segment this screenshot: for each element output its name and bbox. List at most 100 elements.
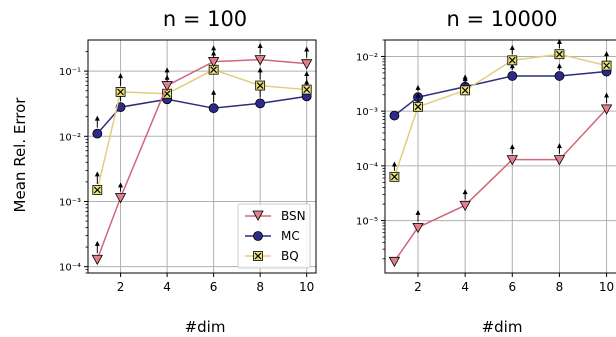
p1-bq-point-1 — [413, 101, 423, 112]
p1-bq-point-3-cross — [508, 56, 516, 64]
legend-label-mc: MC — [281, 229, 300, 243]
p0-bq-upper-4-head — [257, 67, 263, 73]
p0-xtick-label-3: 8 — [256, 280, 264, 294]
p0-bsn-upper-1-head — [118, 182, 124, 188]
p0-mc-upper-0-head — [94, 115, 100, 121]
p1-ytick-label-0: 10⁻⁵ — [356, 217, 378, 228]
p0-bsn-point-3 — [207, 57, 220, 68]
p1-bsn-point-4 — [553, 155, 566, 166]
legend-bsn-triangle-icon — [252, 210, 264, 221]
p1-bq-point-2 — [460, 85, 471, 96]
p1-series-bsn-line — [393, 108, 608, 262]
p1-mc-point-3 — [507, 71, 518, 81]
p0-bq-point-0-cross — [93, 186, 101, 194]
p0-bq-upper-0-head — [94, 171, 100, 177]
p0-frame — [87, 39, 317, 274]
legend-mc-circle-icon — [253, 231, 263, 241]
p0-bsn-upper-5-head — [304, 46, 310, 52]
p1-bsn-point-5 — [600, 104, 613, 115]
p1-bsn-point-1 — [412, 222, 424, 234]
p1-mc-upper-3-head — [509, 63, 515, 69]
p1-frame — [384, 39, 616, 274]
p0-ytick-label-2: 10⁻² — [59, 132, 81, 143]
p1-bq-upper-4-head — [556, 39, 562, 44]
legend-item-bsn: BSN — [245, 209, 306, 223]
p1-xtick-label-2: 6 — [508, 280, 516, 294]
p0-bq-point-1 — [115, 86, 126, 97]
p0-xtick-label-2: 6 — [210, 280, 218, 294]
p0-bsn-upper-3-head — [211, 45, 217, 51]
p0-bq-upper-1-head — [118, 73, 124, 79]
p0-xtick-label-1: 4 — [163, 280, 171, 294]
left-plot-panel: 2 4 6 8 10 10⁻⁴ 10⁻³ 10⁻² 10⁻¹ — [59, 39, 317, 294]
p0-mc-point-1 — [115, 102, 126, 113]
p1-xtick-label-1: 4 — [461, 280, 469, 294]
p0-bsn-point-2 — [161, 81, 173, 92]
p1-ytick-label-1: 10⁻⁴ — [356, 162, 378, 173]
p0-mc-point-4 — [255, 98, 266, 109]
p0-bsn-point-5 — [301, 59, 313, 70]
left-xlabel: #dim — [185, 318, 226, 336]
p1-bq-point-2-cross — [461, 86, 469, 94]
p1-bsn-upper-1-head — [415, 209, 421, 215]
p0-xtick-label-4: 10 — [299, 280, 314, 294]
p0-bq-point-3-cross — [210, 66, 218, 74]
p0-bq-point-3 — [208, 64, 219, 75]
p0-ytick-label-3: 10⁻¹ — [59, 67, 81, 78]
p0-bsn-upper-4-head — [257, 43, 263, 49]
p1-bq-upper-0-head — [391, 161, 397, 167]
p0-ytick-label-0: 10⁻⁴ — [59, 263, 81, 274]
right-xlabel: #dim — [482, 318, 523, 336]
p0-bsn-point-1 — [114, 193, 127, 204]
p1-bq-point-0 — [389, 171, 400, 182]
legend-bq-xsquare-icon — [253, 251, 263, 261]
p1-mc-point-0 — [389, 110, 400, 121]
p1-mc-point-4 — [554, 71, 565, 81]
p1-bsn-point-3 — [506, 155, 518, 166]
p0-bsn-upper-2-head — [164, 67, 170, 73]
p1-bq-point-1-cross — [414, 103, 422, 111]
legend-label-bq: BQ — [281, 249, 299, 263]
p1-series-bq-line — [393, 53, 607, 178]
p1-mc-upper-4-head — [556, 63, 562, 69]
left-title: n = 100 — [163, 7, 247, 31]
legend-item-bq: BQ — [245, 249, 299, 263]
p0-bq-point-0 — [92, 185, 103, 195]
p1-bq-upper-1-head — [415, 92, 421, 98]
p0-series-bq-line — [96, 68, 307, 191]
legend-item-mc: MC — [245, 229, 300, 243]
p1-bq-upper-2-head — [462, 76, 468, 82]
p0-bq-point-4-cross — [256, 82, 264, 89]
p1-bq-point-4-cross — [556, 50, 563, 58]
p1-bq-upper-5-head — [604, 51, 610, 57]
p1-bq-upper-3-head — [509, 45, 515, 51]
p1-xtick-label-3: 8 — [556, 280, 564, 294]
p1-bq-point-3 — [507, 55, 518, 66]
legend: BSN MC BQ — [237, 203, 311, 269]
p1-bq-point-0-cross — [391, 173, 398, 181]
p0-bsn-point-4 — [254, 55, 266, 66]
p1-bsn-point-0 — [388, 256, 401, 268]
p1-bq-point-4 — [554, 49, 565, 60]
p0-mc-point-3 — [208, 103, 219, 114]
p0-bsn-point-0 — [91, 254, 103, 266]
p1-xtick-label-4: 10 — [599, 280, 614, 294]
p0-ytick-label-1: 10⁻³ — [59, 197, 81, 208]
p1-ytick-label-3: 10⁻² — [356, 52, 378, 63]
p0-bq-upper-5-head — [304, 70, 310, 76]
p1-ytick-label-2: 10⁻³ — [356, 107, 378, 118]
p1-bq-point-5 — [601, 60, 612, 71]
p0-bq-point-1-cross — [117, 88, 124, 96]
p1-bsn-upper-3-head — [509, 144, 515, 150]
p0-bq-point-2 — [162, 88, 173, 99]
p1-series-mc-line — [393, 70, 607, 117]
legend-label-bsn: BSN — [281, 209, 306, 223]
p1-bsn-upper-4-head — [556, 143, 562, 149]
p0-bsn-upper-0-head — [94, 240, 100, 246]
p1-bsn-point-2 — [459, 200, 471, 212]
p1-xtick-label-0: 2 — [414, 280, 422, 294]
p1-bsn-upper-5-head — [604, 92, 610, 98]
left-ylabel: Mean Rel. Error — [11, 97, 29, 213]
p1-bq-point-5-cross — [603, 62, 610, 70]
